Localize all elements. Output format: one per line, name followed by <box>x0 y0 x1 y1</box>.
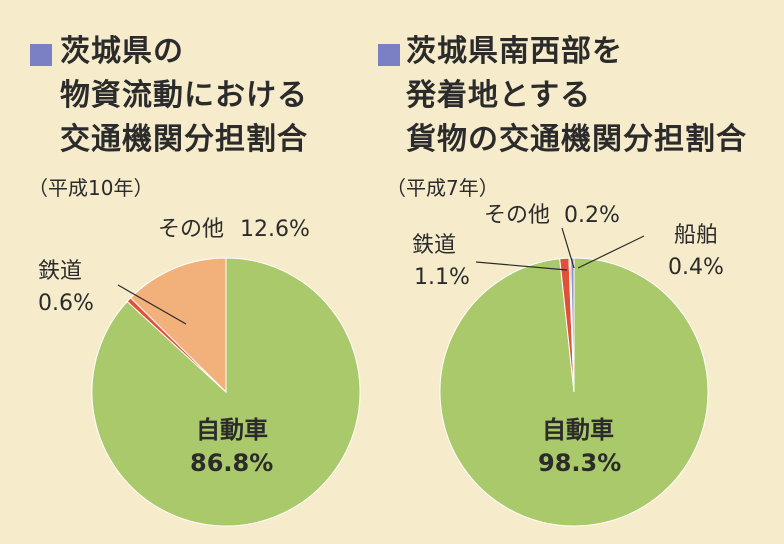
left-title-line-2: 物資流動における <box>60 78 308 113</box>
left-title-line-3: 交通機関分担割合 <box>60 122 308 157</box>
right-car-value-label: 98.3% <box>538 449 621 477</box>
title-marker-icon <box>378 44 400 66</box>
left-other-value-label: 12.6% <box>240 217 310 242</box>
right-ship-leader-line <box>577 235 645 269</box>
right-other-leader-line <box>561 227 575 269</box>
right-title-line-1: 茨城県南西部を <box>406 34 623 69</box>
left-pie-chart: 鉄道 0.6% その他 12.6% 自動車 86.8% <box>38 217 361 527</box>
left-other-name-label: その他 <box>158 217 224 242</box>
right-title-line-3: 貨物の交通機関分担割合 <box>406 122 747 157</box>
left-title-line-1: 茨城県の <box>60 34 184 69</box>
left-pie-slices <box>91 257 361 527</box>
right-pie-chart: 鉄道 1.1% その他 0.2% 船舶 0.4% 自動車 98.3% <box>412 203 724 527</box>
right-car-name-label: 自動車 <box>542 416 614 444</box>
right-year: （平成7年） <box>386 176 499 200</box>
left-car-name-label: 自動車 <box>196 416 268 444</box>
right-ship-name-label: 船舶 <box>674 223 718 248</box>
left-car-value-label: 86.8% <box>190 449 273 477</box>
right-pie-slices <box>439 257 709 527</box>
left-rail-name-label: 鉄道 <box>38 259 82 284</box>
left-panel: 茨城県の 物資流動における 交通機関分担割合 （平成10年） 鉄道 0.6% そ… <box>28 34 361 527</box>
right-other-name-label: その他 <box>484 203 550 228</box>
right-ship-value-label: 0.4% <box>668 255 724 280</box>
left-rail-leader-line <box>117 284 187 325</box>
right-rail-name-label: 鉄道 <box>412 233 456 258</box>
left-year: （平成10年） <box>28 176 154 200</box>
left-rail-value-label: 0.6% <box>38 291 94 316</box>
right-title-line-2: 発着地とする <box>406 78 592 113</box>
title-marker-icon <box>30 44 52 66</box>
right-panel: 茨城県南西部を 発着地とする 貨物の交通機関分担割合 （平成7年） 鉄道 1.1… <box>378 0 784 544</box>
right-rail-value-label: 1.1% <box>414 265 470 290</box>
right-other-value-label: 0.2% <box>564 203 620 228</box>
right-rail-leader-line <box>475 261 568 271</box>
